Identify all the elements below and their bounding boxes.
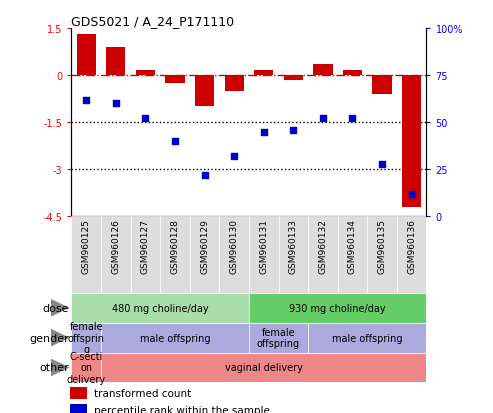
Bar [71,323,101,353]
Point [201,172,209,179]
Bar [101,323,249,353]
Polygon shape [51,358,70,377]
Bar [136,71,155,76]
Text: other: other [39,363,69,373]
Text: C-secti
on
delivery: C-secti on delivery [67,351,106,384]
Bar [249,293,426,323]
Bar [195,76,214,107]
Text: GSM960126: GSM960126 [111,218,120,273]
Polygon shape [51,299,70,317]
Bar [343,71,362,76]
Text: GSM960127: GSM960127 [141,218,150,273]
Bar [397,217,426,293]
Text: transformed count: transformed count [94,388,191,398]
Bar [373,76,392,95]
Bar [70,404,87,413]
Text: gender: gender [29,333,69,343]
Text: GSM960134: GSM960134 [348,218,357,273]
Bar [71,353,101,382]
Text: GSM960130: GSM960130 [230,218,239,273]
Point [319,116,327,122]
Bar [70,387,87,399]
Text: GSM960131: GSM960131 [259,218,268,273]
Point [141,116,149,122]
Text: GSM960136: GSM960136 [407,218,416,273]
Bar [308,217,338,293]
Text: female
offsprin
g: female offsprin g [68,321,105,354]
Bar [131,217,160,293]
Bar [402,76,422,207]
Point [230,153,238,160]
Bar [249,323,308,353]
Polygon shape [51,329,70,347]
Bar [106,47,125,76]
Bar [314,65,332,76]
Bar [338,217,367,293]
Text: male offspring: male offspring [140,333,211,343]
Point [82,97,90,104]
Point [349,116,356,122]
Point [260,129,268,135]
Point [171,138,179,145]
Bar [367,217,397,293]
Text: GSM960129: GSM960129 [200,218,209,273]
Text: dose: dose [42,303,69,313]
Text: GSM960135: GSM960135 [378,218,387,273]
Text: GSM960125: GSM960125 [82,218,91,273]
Bar [279,217,308,293]
Point [378,161,386,168]
Text: 930 mg choline/day: 930 mg choline/day [289,303,386,313]
Bar [190,217,219,293]
Text: male offspring: male offspring [332,333,403,343]
Bar [160,217,190,293]
Text: GSM960128: GSM960128 [171,218,179,273]
Bar [77,35,96,76]
Bar [254,71,273,76]
Text: percentile rank within the sample: percentile rank within the sample [94,405,270,413]
Point [408,191,416,197]
Point [289,127,297,134]
Bar [165,76,184,84]
Bar [224,76,244,92]
Text: GSM960132: GSM960132 [318,218,327,273]
Bar [71,293,249,323]
Bar [284,76,303,81]
Text: GSM960133: GSM960133 [289,218,298,273]
Text: GDS5021 / A_24_P171110: GDS5021 / A_24_P171110 [71,15,235,28]
Bar [101,217,131,293]
Text: female
offspring: female offspring [257,327,300,349]
Bar [249,217,279,293]
Point [112,101,120,107]
Bar [308,323,426,353]
Bar [71,217,101,293]
Bar [219,217,249,293]
Text: 480 mg choline/day: 480 mg choline/day [112,303,209,313]
Text: vaginal delivery: vaginal delivery [225,363,303,373]
